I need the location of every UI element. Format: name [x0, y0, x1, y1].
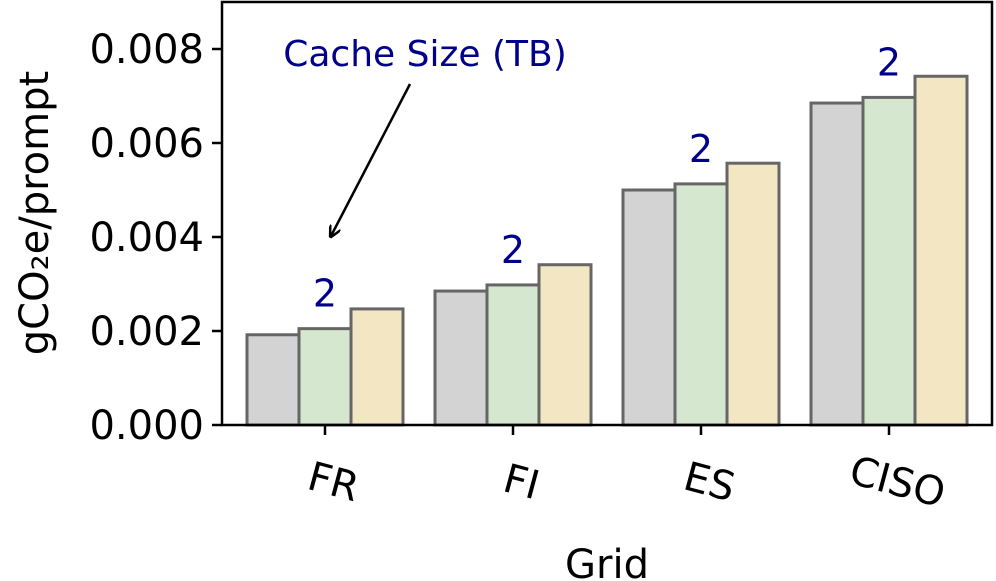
- bar-labels-group: 2 2 2 2: [313, 40, 901, 315]
- x-tick-label-fi: FI: [499, 456, 545, 509]
- bar-ciso-2: [861, 95, 917, 427]
- bar-fi-3: [537, 263, 593, 427]
- bar-ciso-3: [913, 74, 969, 427]
- y-tick-label: 0.008: [89, 27, 204, 73]
- annotation-arrow: [331, 83, 412, 236]
- bar-label-ciso: 2: [877, 40, 901, 84]
- x-tick-label-fr: FR: [303, 454, 364, 512]
- x-tick-label-es: ES: [679, 454, 740, 512]
- bar-ciso-1: [809, 101, 865, 427]
- bar-fr-3: [349, 307, 405, 427]
- y-tick-label: 0.000: [89, 403, 204, 449]
- y-tick-label: 0.002: [89, 309, 204, 355]
- y-axis-label: gCO₂e/prompt: [12, 71, 58, 355]
- bar-es-3: [725, 161, 781, 427]
- bar-fi-1: [433, 289, 489, 427]
- bar-label-fr: 2: [313, 272, 337, 316]
- bar-fi-2: [485, 283, 541, 427]
- bar-es-1: [621, 188, 677, 427]
- x-axis: FR FI ES CISO: [303, 425, 950, 517]
- bar-fr-1: [245, 333, 301, 427]
- x-axis-label: Grid: [565, 542, 649, 581]
- x-tick-label-ciso: CISO: [845, 448, 950, 517]
- plot-frame: [220, 0, 994, 427]
- y-tick-label: 0.006: [89, 121, 204, 167]
- bar-fr-2: [297, 327, 353, 427]
- y-tick-label: 0.004: [89, 215, 204, 261]
- bar-label-fi: 2: [501, 228, 525, 272]
- bar-label-es: 2: [689, 127, 713, 171]
- y-axis: 0.000 0.002 0.004 0.006 0.008: [89, 27, 222, 449]
- bar-es-2: [673, 182, 729, 427]
- bars-group: [245, 74, 969, 427]
- cache-size-annotation: Cache Size (TB): [283, 34, 567, 75]
